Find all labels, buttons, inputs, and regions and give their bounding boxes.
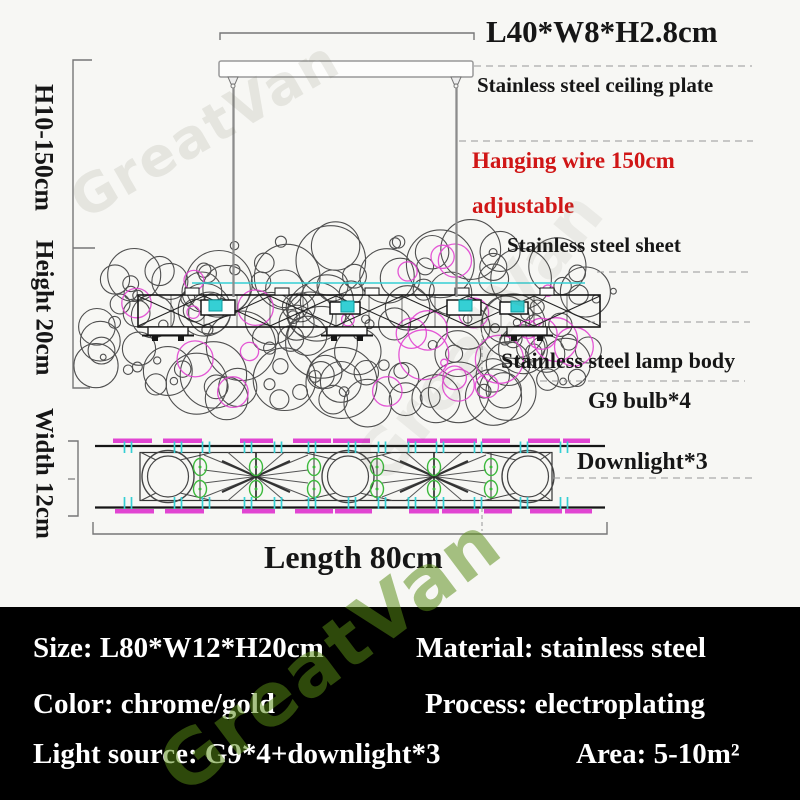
hanging-height-dimension-label: H10-150cm (29, 84, 59, 212)
spec-panel (0, 607, 800, 800)
hanging-wire-label-line2: adjustable (472, 193, 575, 218)
canopy-dimension-label: L40*W8*H2.8cm (486, 14, 718, 49)
hanging-wires (232, 88, 458, 297)
ceiling-plate (218, 60, 474, 89)
cyan-edge-ticks (123, 441, 569, 509)
chandelier-technical-drawing (68, 32, 756, 535)
g9-bulb-label: G9 bulb*4 (588, 388, 691, 413)
downlight-label: Downlight*3 (577, 449, 708, 475)
dimension-lines (68, 32, 608, 535)
side-view-frame (137, 287, 601, 341)
spec-size: Size: L80*W12*H20cm (33, 632, 324, 664)
lamp-body-label: Stainless steel lamp body (501, 348, 736, 373)
body-height-dimension-label: Height 20cm (30, 240, 58, 376)
spec-material: Material: stainless steel (416, 632, 706, 664)
body-width-dimension-label: Width 12cm (30, 408, 58, 539)
length-dimension-label: Length 80cm (264, 539, 443, 575)
spec-area: Area: 5-10m² (576, 738, 740, 770)
g9-bulbs-plan (192, 457, 499, 499)
spec-process: Process: electroplating (425, 688, 705, 720)
ceiling-plate-label: Stainless steel ceiling plate (477, 73, 714, 97)
spec-color: Color: chrome/gold (33, 688, 275, 720)
steel-sheet-label: Stainless steel sheet (507, 233, 681, 257)
hanging-wire-label-line1: Hanging wire 150cm (472, 148, 675, 173)
leader-lines (459, 65, 756, 531)
top-view (95, 444, 605, 509)
spec-light-source: Light source: G9*4+downlight*3 (33, 738, 441, 770)
magenta-edge-bars (113, 438, 592, 514)
